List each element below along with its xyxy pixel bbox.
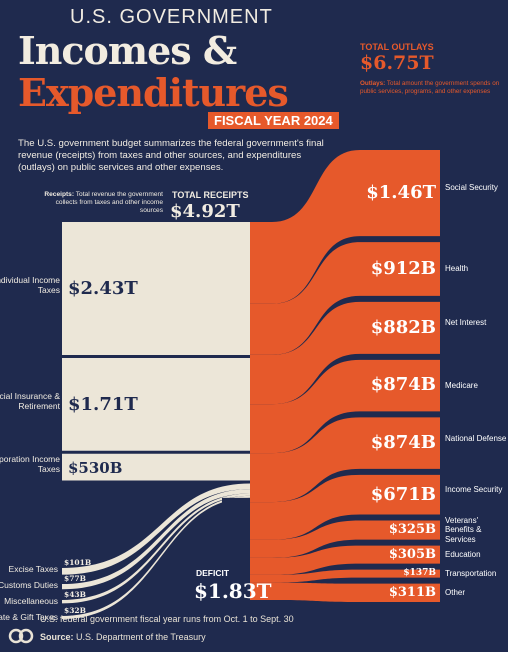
title-line-2: Expenditures — [18, 70, 289, 115]
expense-value-medicare: $874B — [370, 374, 436, 396]
income-value-miscellaneous: $43B — [64, 590, 86, 599]
footnote: U.S. federal government fiscal year runs… — [40, 614, 294, 624]
total-receipts-value: $4.92T — [170, 201, 240, 222]
expense-flow-veterans-benefits-services — [250, 520, 440, 558]
expense-value-veterans-benefits-services: $325B — [388, 521, 436, 537]
total-outlays-label: TOTAL OUTLAYS — [360, 42, 434, 52]
expense-value-transportation: $137B — [403, 568, 436, 579]
expense-flow-health — [250, 242, 440, 355]
income-flows — [62, 222, 250, 619]
title-line-1: Incomes & — [18, 28, 237, 73]
expense-flow-income-security — [250, 474, 440, 540]
expense-value-health: $912B — [370, 257, 436, 279]
expense-flow-education — [250, 545, 440, 575]
expense-label-net-interest: Net Interest — [445, 318, 487, 328]
expense-label-national-defense: National Defense — [445, 433, 507, 443]
expense-label-veterans-benefits-services: Veterans' Benefits & Services — [445, 515, 482, 544]
income-value-individual-income-taxes: $2.43T — [68, 278, 138, 300]
expense-label-health: Health — [445, 264, 469, 274]
expense-flow-other — [250, 582, 440, 602]
income-block-individual-income-taxes — [62, 222, 250, 356]
income-value-estate-gift-taxes: $32B — [64, 606, 86, 615]
outlays-note-term: Outlays: — [360, 80, 386, 87]
expense-value-education: $305B — [388, 546, 436, 562]
income-value-social-insurance-retirement: $1.71T — [68, 394, 138, 416]
receipts-note-term: Receipts: — [44, 191, 75, 198]
income-label-social-insurance-retirement: Social Insurance & Retirement — [0, 390, 60, 411]
expense-value-net-interest: $882B — [370, 316, 436, 338]
expense-label-education: Education — [445, 549, 481, 559]
expense-label-income-security: Income Security — [445, 485, 503, 495]
income-block-corporation-income-taxes — [62, 453, 250, 481]
source-text: U.S. Department of the Treasury — [76, 632, 206, 642]
total-outlays-value: $6.75T — [360, 52, 434, 74]
outlays-note: Outlays: Total amount the government spe… — [360, 80, 500, 96]
expense-flow-medicare — [250, 359, 440, 454]
title-small: U.S. GOVERNMENT — [70, 6, 273, 28]
receipts-note-text: Total revenue the government collects fr… — [55, 191, 163, 214]
expense-label-transportation: Transportation — [445, 568, 497, 578]
expense-value-national-defense: $874B — [370, 431, 436, 453]
deficit-block — [222, 497, 250, 600]
expense-label-medicare: Medicare — [445, 380, 478, 390]
expense-flow-transportation — [250, 569, 440, 583]
expense-flows — [250, 150, 440, 602]
expense-flow-national-defense — [250, 417, 440, 503]
outlays-note-text: Total amount the government spends on pu… — [360, 80, 500, 95]
income-label-corporation-income-taxes: Corporation Income Taxes — [0, 453, 60, 474]
expense-flow-social-security — [250, 150, 440, 304]
income-block-social-insurance-retirement — [62, 358, 250, 451]
deficit-label: DEFICIT — [196, 568, 230, 578]
visual-capitalist-logo-icon — [8, 628, 34, 644]
income-value-corporation-income-taxes: $530B — [68, 458, 123, 477]
income-value-customs-duties: $77B — [64, 574, 86, 583]
income-label-estate-gift-taxes: Estate & Gift Taxes — [0, 612, 58, 622]
intro-text: The U.S. government budget summarizes th… — [18, 138, 324, 173]
expense-value-income-security: $671B — [370, 483, 436, 505]
expense-flow-net-interest — [250, 301, 440, 405]
receipts-note: Receipts: Total revenue the government c… — [35, 191, 163, 215]
total-receipts-label: TOTAL RECEIPTS — [172, 190, 249, 200]
expense-label-social-security: Social Security — [445, 183, 498, 193]
income-label-customs-duties: Customs Duties — [0, 580, 58, 590]
income-label-excise-taxes: Excise Taxes — [8, 564, 58, 574]
income-value-excise-taxes: $101B — [64, 558, 92, 567]
income-label-individual-income-taxes: Individual Income Taxes — [0, 275, 60, 296]
income-label-miscellaneous: Miscellaneous — [4, 596, 58, 606]
fiscal-year-badge: FISCAL YEAR 2024 — [208, 112, 339, 129]
source: Source: U.S. Department of the Treasury — [40, 632, 206, 642]
expense-value-other: $311B — [388, 584, 436, 600]
source-label: Source: — [40, 632, 74, 642]
expense-value-social-security: $1.46T — [366, 181, 436, 203]
expense-label-other: Other — [445, 588, 466, 598]
deficit-value: $1.83T — [194, 579, 272, 603]
